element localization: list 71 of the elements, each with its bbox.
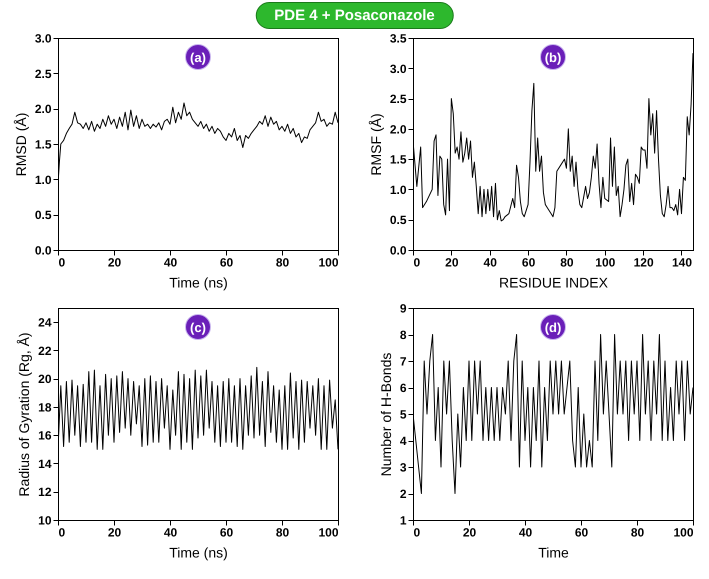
y-tick-label: 2.0	[34, 102, 52, 116]
x-tick-label: 100	[673, 526, 694, 540]
y-tick-label: 0.0	[390, 244, 407, 258]
y-tick-label: 0.5	[34, 208, 52, 222]
y-tick-label: 2.5	[390, 92, 407, 106]
y-tick-label: 18	[38, 400, 52, 414]
annotation: (b)	[540, 44, 566, 70]
x-tick-label: 80	[630, 526, 644, 540]
y-tick-label: 1.5	[34, 138, 52, 152]
x-tick-label: 120	[634, 256, 654, 270]
x-tick-label: 0	[414, 526, 420, 540]
x-axis-title: Time (ns)	[169, 274, 228, 290]
x-tick-label: 60	[574, 526, 588, 540]
x-tick-label: 60	[522, 256, 536, 270]
annotation: (c)	[185, 314, 211, 340]
x-tick-label: 20	[445, 256, 459, 270]
y-tick-label: 1.0	[34, 172, 52, 187]
y-tick-label: 2.5	[34, 66, 52, 81]
x-tick-label: 0	[58, 526, 66, 540]
y-tick-label: 8	[400, 328, 407, 342]
y-tick-label: 10	[38, 514, 52, 528]
y-tick-label: 0.0	[34, 244, 52, 258]
x-tick-label: 60	[220, 256, 234, 270]
x-tick-label: 40	[484, 256, 498, 270]
y-axis-title: RMSD (Å)	[12, 112, 29, 176]
y-tick-label: 16	[38, 428, 52, 443]
x-tick-label: 60	[220, 526, 234, 540]
x-tick-label: 20	[108, 526, 122, 540]
annotation: (d)	[540, 314, 566, 340]
x-tick-label: 40	[164, 526, 178, 540]
annotation: (a)	[185, 44, 211, 70]
y-axis-title: RMSF (Å)	[368, 113, 384, 176]
x-tick-label: 0	[58, 256, 66, 270]
x-axis-title: RESIDUE INDEX	[499, 274, 609, 290]
x-tick-label: 40	[518, 526, 532, 540]
x-tick-label: 20	[462, 526, 476, 540]
x-tick-label: 80	[560, 256, 574, 270]
y-tick-label: 20	[38, 372, 52, 386]
y-tick-label: 7	[400, 354, 407, 368]
x-tick-label: 0	[414, 256, 420, 270]
y-tick-label: 24	[38, 316, 52, 330]
y-tick-label: 2.0	[390, 122, 407, 136]
x-tick-label: 80	[276, 526, 290, 540]
y-tick-label: 4	[400, 434, 407, 448]
y-tick-label: 0.5	[390, 213, 407, 228]
y-tick-label: 14	[38, 456, 52, 471]
y-tick-label: 22	[38, 344, 52, 358]
x-axis-title: Time	[538, 544, 570, 560]
y-tick-label: 1	[400, 514, 407, 528]
y-tick-label: 6	[400, 381, 407, 395]
y-tick-label: 5	[400, 408, 407, 422]
x-axis-title: Time (ns)	[169, 544, 228, 560]
y-tick-label: 12	[38, 485, 52, 500]
y-tick-label: 2	[400, 487, 407, 501]
x-tick-label: 100	[318, 256, 339, 270]
y-tick-label: 3.0	[34, 32, 52, 46]
x-tick-label: 100	[318, 526, 339, 540]
y-tick-label: 1.0	[390, 182, 407, 197]
y-axis-title: Number of H-Bonds	[378, 352, 394, 476]
y-axis-title: Radius of Gyration (Rg, Å)	[16, 332, 32, 497]
x-tick-label: 80	[276, 256, 290, 270]
y-tick-label: 9	[400, 302, 407, 316]
x-tick-label: 100	[595, 256, 616, 270]
x-tick-label: 140	[672, 256, 692, 270]
x-tick-label: 20	[108, 256, 122, 270]
x-tick-label: 40	[164, 256, 178, 270]
y-tick-label: 1.5	[390, 152, 407, 167]
chart-title: PDE 4 + Posaconazole	[255, 2, 454, 29]
y-tick-label: 3.0	[390, 62, 407, 76]
y-tick-label: 3.5	[390, 32, 407, 46]
y-tick-label: 3	[400, 460, 407, 474]
